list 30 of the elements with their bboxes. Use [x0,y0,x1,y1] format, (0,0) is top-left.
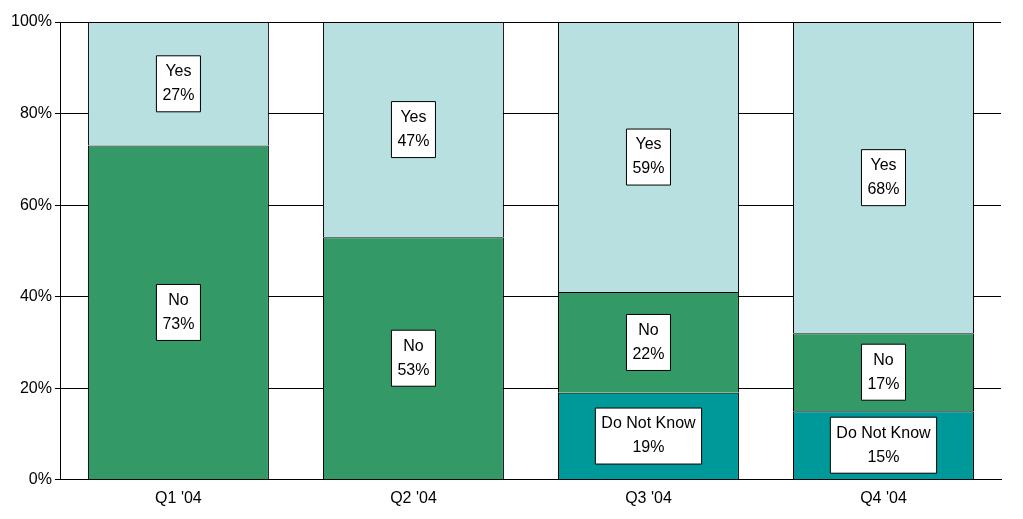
text: Yes [635,135,662,153]
data-label: 53% [397,360,430,378]
y-tick-label: 0% [28,470,52,488]
y-tick-label: 80% [19,103,52,121]
text: No [638,320,659,338]
text: Do Not Know [601,414,696,432]
y-tick-label: 40% [19,287,52,305]
data-label: 27% [162,86,195,104]
data-label: 17% [867,374,900,392]
x-tick-label: Q4 '04 [860,488,907,506]
x-tick-label: Q1 '04 [155,488,202,506]
data-label: 47% [397,131,430,149]
x-tick-label: Q2 '04 [390,488,437,506]
data-label: 59% [632,159,665,177]
text: No [168,290,189,308]
series-label: No [873,350,894,368]
series-label: Do Not Know [836,423,932,441]
series-label: Yes [165,62,192,80]
text: No [403,336,424,354]
text: Yes [870,156,897,174]
data-label: 68% [867,180,900,198]
data-label: 15% [867,447,900,465]
y-tick-label: 100% [11,12,52,30]
data-label: 19% [632,438,665,456]
data-label: 73% [162,314,195,332]
x-tick-label: Q3 '04 [625,488,672,506]
text: Yes [400,107,427,125]
data-label: 22% [632,344,665,362]
y-tick-label: 20% [19,378,52,396]
y-tick-label: 60% [19,195,52,213]
